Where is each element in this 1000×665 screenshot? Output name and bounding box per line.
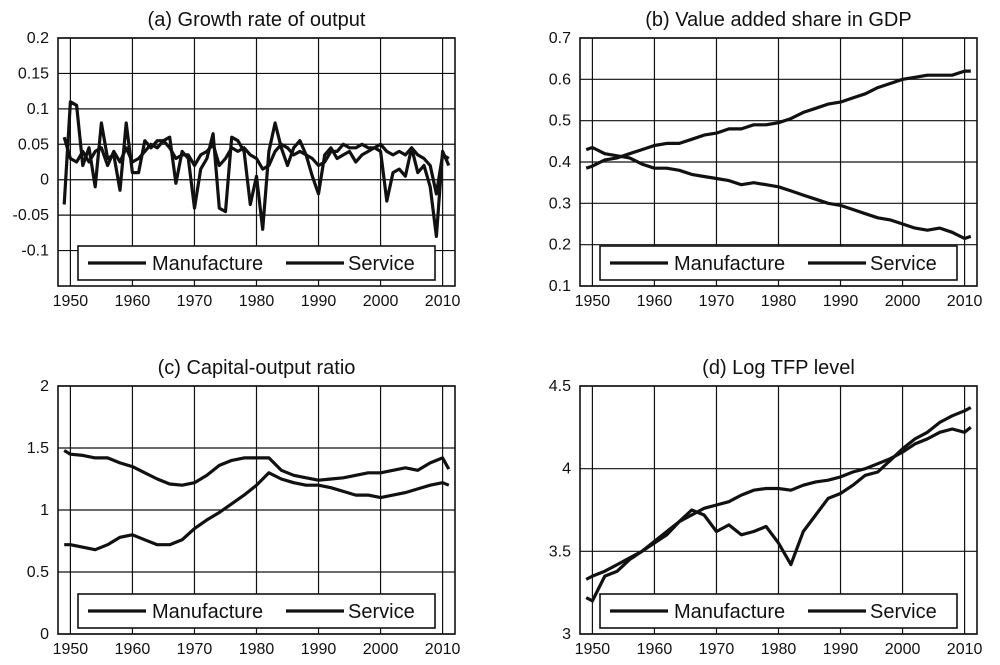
legend: Manufacture Service <box>599 593 958 629</box>
x-tick-label: 1990 <box>823 641 859 658</box>
x-tick-label: 1980 <box>761 293 797 310</box>
y-tick-label: 3 <box>562 626 571 643</box>
y-tick-label: -0.05 <box>13 207 50 224</box>
x-tick-label: 1960 <box>637 641 673 658</box>
y-tick-label: 0.7 <box>549 30 571 47</box>
y-tick-label: 0.5 <box>27 564 49 581</box>
panel-c: (c) Capital-output ratio 1950 1960 1970 1980… <box>27 357 461 658</box>
y-tick-label: 0.2 <box>27 30 49 47</box>
legend-box <box>599 245 958 281</box>
series-line-manufacture <box>585 145 972 241</box>
y-tick-label: 0 <box>40 626 49 643</box>
x-tick-label: 2010 <box>947 293 983 310</box>
y-tick-label: 0 <box>40 172 49 189</box>
x-tick-label: 1960 <box>637 293 673 310</box>
y-tick-label: 0.15 <box>18 65 49 82</box>
panel-a: (a) Growth rate of output 1950 1960 1970 198… <box>13 9 461 310</box>
legend-label-service: Service <box>348 253 415 275</box>
x-tick-label: 1970 <box>699 293 735 310</box>
y-tick-label: 4.5 <box>549 378 571 395</box>
x-tick-label: 1970 <box>177 641 213 658</box>
x-tick-label: 1950 <box>575 293 611 310</box>
chart-title: (a) Growth rate of output <box>148 9 366 31</box>
y-tick-label: 4 <box>562 461 571 478</box>
x-tick-label: 1950 <box>575 641 611 658</box>
x-tick-label: 1970 <box>699 641 735 658</box>
y-tick-label: 0.5 <box>549 113 571 130</box>
x-tick-label: 1980 <box>761 641 797 658</box>
plot-frame <box>57 37 456 287</box>
x-tick-label: 2010 <box>947 641 983 658</box>
legend-label-service: Service <box>348 601 415 623</box>
plot-frame <box>57 385 456 635</box>
series-line-service <box>63 449 451 487</box>
chart-title: (c) Capital-output ratio <box>158 357 356 379</box>
x-tick-label: 1960 <box>115 641 151 658</box>
legend: Manufacture Service <box>77 245 436 281</box>
x-tick-label: 1950 <box>53 641 89 658</box>
y-tick-label: 1 <box>40 502 49 519</box>
legend: Manufacture Service <box>77 593 436 629</box>
legend: Manufacture Service <box>599 245 958 281</box>
y-tick-label: 0.4 <box>549 154 571 171</box>
x-tick-label: 1980 <box>239 641 275 658</box>
y-tick-label: -0.1 <box>21 243 49 260</box>
y-tick-label: 0.6 <box>549 71 571 88</box>
x-tick-label: 1960 <box>115 293 151 310</box>
plot-frame <box>579 37 978 287</box>
legend-label-service: Service <box>870 601 937 623</box>
x-tick-label: 1970 <box>177 293 213 310</box>
series-line-service <box>585 426 972 581</box>
plot-frame <box>579 385 978 635</box>
x-tick-label: 2010 <box>425 293 461 310</box>
x-tick-label: 2000 <box>363 293 399 310</box>
legend-label-manufacture: Manufacture <box>152 601 263 623</box>
series-line-manufacture <box>64 471 450 552</box>
x-tick-label: 1990 <box>301 293 337 310</box>
y-tick-label: 3.5 <box>549 543 571 560</box>
y-tick-label: 0.05 <box>18 136 49 153</box>
y-tick-label: 2 <box>40 378 49 395</box>
x-tick-label: 2010 <box>425 641 461 658</box>
chart-title: (b) Value added share in GDP <box>645 9 911 31</box>
y-tick-label: 0.1 <box>27 101 49 118</box>
series-line-service <box>585 69 971 170</box>
y-tick-label: 0.2 <box>549 237 571 254</box>
legend-label-service: Service <box>870 253 937 275</box>
x-tick-label: 1990 <box>823 293 859 310</box>
panel-b: (b) Value added share in GDP 1950 1960 1970… <box>549 9 983 310</box>
legend-label-manufacture: Manufacture <box>674 601 785 623</box>
series-line-manufacture <box>62 100 451 238</box>
legend-label-manufacture: Manufacture <box>152 253 263 275</box>
y-tick-label: 0.1 <box>549 278 571 295</box>
x-tick-label: 2000 <box>363 641 399 658</box>
y-tick-label: 0.3 <box>549 195 571 212</box>
x-tick-label: 1980 <box>239 293 275 310</box>
x-tick-label: 2000 <box>885 293 921 310</box>
series-line-service <box>62 136 450 196</box>
x-tick-label: 1950 <box>53 293 89 310</box>
panel-d: (d) Log TFP level 1950 1960 1970 1980 1990 200… <box>549 357 983 658</box>
y-tick-label: 1.5 <box>27 440 49 457</box>
legend-label-manufacture: Manufacture <box>674 253 785 275</box>
x-tick-label: 1990 <box>301 641 337 658</box>
chart-title: (d) Log TFP level <box>702 357 855 379</box>
x-tick-label: 2000 <box>885 641 921 658</box>
